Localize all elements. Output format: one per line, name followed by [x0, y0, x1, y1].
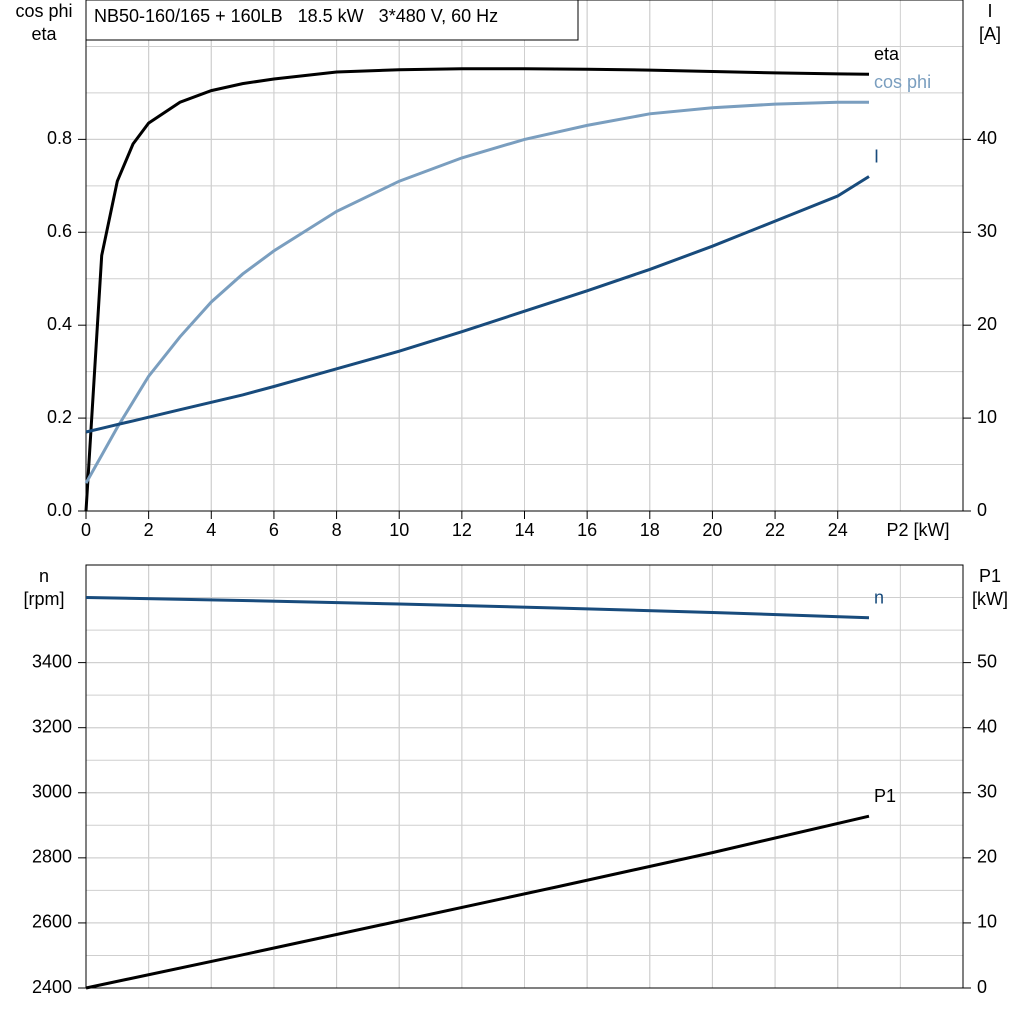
y-axis-label: eta: [31, 24, 57, 44]
series-line: [85, 175, 870, 434]
x-tick-label: 0: [81, 520, 91, 540]
y-tick-label: 3000: [32, 782, 72, 802]
title-box: [85, 0, 579, 41]
y-tick-label: 2800: [32, 847, 72, 867]
series-label: eta: [874, 44, 900, 64]
x-tick-label: 2: [144, 520, 154, 540]
y-tick-label: 2400: [32, 977, 72, 997]
y-tick-label: 0.0: [47, 500, 72, 520]
y2-axis-label: [A]: [979, 24, 1001, 44]
y-tick-label: 0.4: [47, 314, 72, 334]
x-tick-label: 10: [389, 520, 409, 540]
y-tick-label: 0.6: [47, 221, 72, 241]
y2-axis-label: I: [987, 1, 992, 21]
series-label: n: [874, 587, 884, 607]
x-tick-label: 4: [206, 520, 216, 540]
y2-tick-label: 20: [977, 847, 997, 867]
series-line: [84, 100, 869, 484]
series-label: I: [874, 146, 879, 166]
y-axis-label: cos phi: [15, 1, 72, 21]
x-tick-label: 6: [269, 520, 279, 540]
y2-axis-label: [kW]: [972, 589, 1008, 609]
series-line: [85, 814, 870, 990]
y-tick-label: 3400: [32, 651, 72, 671]
y-axis-label: [rpm]: [23, 589, 64, 609]
x-tick-label: 14: [514, 520, 534, 540]
y-tick-label: 2600: [32, 912, 72, 932]
series-label: cos phi: [874, 72, 931, 92]
y2-tick-label: 10: [977, 912, 997, 932]
y-tick-label: 0.8: [47, 128, 72, 148]
y2-tick-label: 30: [977, 221, 997, 241]
y2-tick-label: 20: [977, 314, 997, 334]
series-line: [84, 67, 870, 512]
series-label: P1: [874, 786, 896, 806]
y2-tick-label: 40: [977, 128, 997, 148]
y2-tick-label: 0: [977, 500, 987, 520]
x-tick-label: 8: [332, 520, 342, 540]
x-tick-label: 22: [765, 520, 785, 540]
y2-tick-label: 50: [977, 651, 997, 671]
y-axis-label: n: [39, 566, 49, 586]
x-axis-label: P2 [kW]: [886, 520, 949, 540]
x-tick-label: 12: [452, 520, 472, 540]
y-tick-label: 3200: [32, 716, 72, 736]
y-tick-label: 0.2: [47, 407, 72, 427]
x-tick-label: 24: [828, 520, 848, 540]
chart-title: NB50-160/165 + 160LB 18.5 kW 3*480 V, 60…: [94, 6, 498, 26]
y2-tick-label: 30: [977, 782, 997, 802]
y2-tick-label: 40: [977, 716, 997, 736]
x-tick-label: 16: [577, 520, 597, 540]
y2-tick-label: 10: [977, 407, 997, 427]
y2-axis-label: P1: [979, 566, 1001, 586]
x-tick-label: 20: [702, 520, 722, 540]
y2-tick-label: 0: [977, 977, 987, 997]
series-line: [85, 596, 870, 620]
plot-frame: [85, 564, 964, 989]
x-tick-label: 18: [640, 520, 660, 540]
